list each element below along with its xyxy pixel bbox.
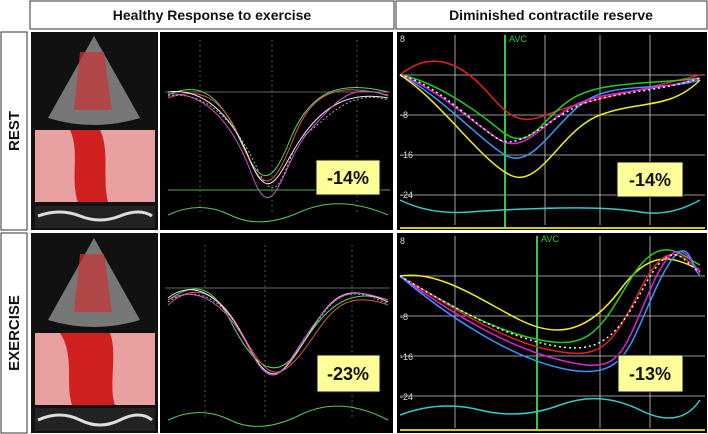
row-header-cell: [0, 31, 28, 231]
column-header: Healthy Response to exercise: [113, 7, 312, 23]
strain-panel: [397, 233, 707, 433]
header-cell: [29, 0, 395, 30]
strain-value-box: -13%: [617, 354, 684, 393]
strain-value-box: -14%: [616, 161, 684, 198]
echo-image: [31, 32, 158, 230]
strain-value-box: -14%: [315, 159, 381, 196]
strain-value: -13%: [629, 364, 671, 384]
strain-panel: [160, 233, 393, 433]
avc-label: AVC: [541, 234, 559, 244]
strain-value: -14%: [327, 168, 369, 188]
strain-value-box: -23%: [316, 354, 381, 393]
column-header: Diminished contractile reserve: [449, 7, 653, 23]
row-label: EXERCISE: [6, 295, 23, 371]
axis-label: -16: [400, 352, 413, 362]
axis-label: -24: [400, 190, 413, 200]
axis-label: -24: [400, 392, 413, 402]
axis-label: -16: [400, 150, 413, 160]
strain-panel: [160, 32, 393, 230]
strain-value: -14%: [629, 170, 671, 190]
axis-label: 8: [400, 34, 405, 44]
strain-value: -23%: [327, 364, 369, 384]
header-cell: [395, 0, 708, 30]
echo-image: [31, 233, 158, 433]
row-label: REST: [6, 111, 23, 151]
strain-panel: [397, 32, 707, 230]
axis-label: -8: [400, 110, 408, 120]
avc-label: AVC: [509, 34, 527, 44]
axis-label: 8: [400, 236, 405, 246]
axis-label: -8: [400, 312, 408, 322]
row-header-cell: [0, 232, 28, 434]
